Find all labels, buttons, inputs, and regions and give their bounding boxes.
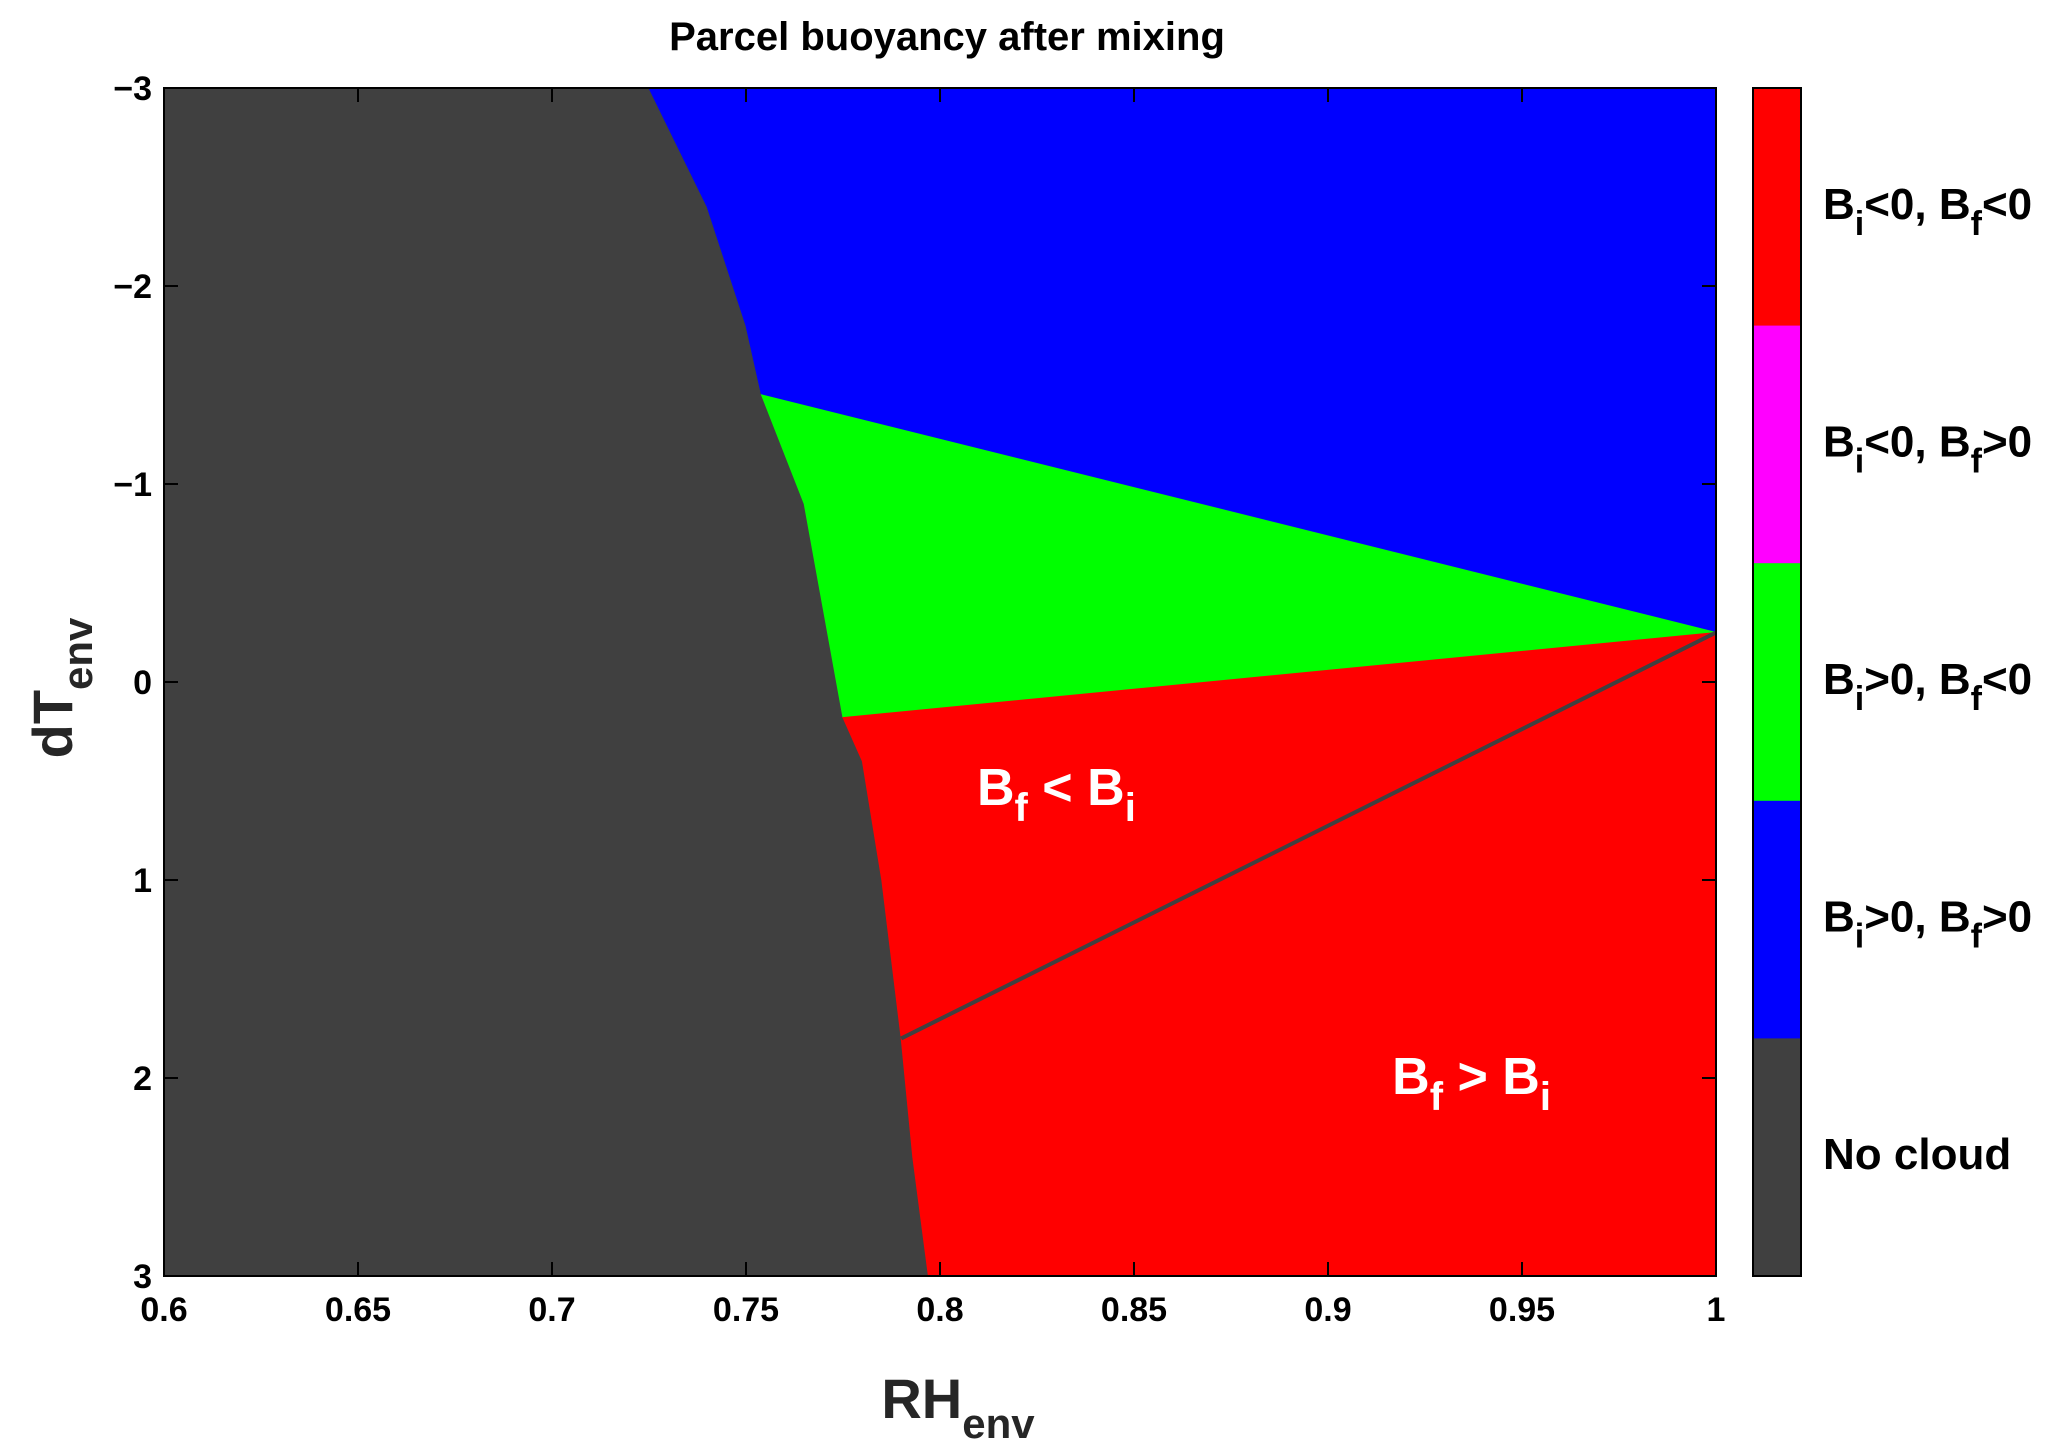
y-axis: −3 −2 −1 0 1 2 3 (113, 70, 1716, 1296)
plot-area (163, 87, 1717, 1277)
region-annotation: Bf > Bi (1392, 1048, 1551, 1119)
y-tick-label: 1 (133, 862, 152, 900)
x-tick-label: 0.95 (1489, 1291, 1555, 1329)
x-tick-label: 1 (1707, 1291, 1726, 1329)
colorbar-frame (1752, 87, 1802, 1277)
divider-line (900, 630, 1717, 1041)
y-tick-label: −1 (113, 466, 152, 504)
region-both-negative (842, 631, 1717, 1277)
x-tick-label: 0.6 (140, 1291, 187, 1329)
x-tick-label: 0.75 (713, 1291, 779, 1329)
x-tick-label: 0.9 (1304, 1291, 1351, 1329)
region-annotation: Bf < Bi (977, 759, 1136, 830)
y-tick-label: −2 (113, 268, 152, 306)
annotations: Bf < Bi Bf > Bi (977, 759, 1551, 1119)
colorbar-swatch (1753, 88, 1801, 327)
colorbar-label: Bi>0, Bf<0 (1823, 655, 2032, 718)
colorbar-swatch (1753, 800, 1801, 1039)
x-tick-label: 0.7 (528, 1291, 575, 1329)
x-axis: 0.6 0.65 0.7 0.75 0.8 0.85 0.9 0.95 1 (140, 88, 1725, 1329)
y-tick-label: 0 (133, 664, 152, 702)
y-tick-label: 3 (133, 1258, 152, 1296)
colorbar-swatch (1753, 1038, 1801, 1277)
x-tick-label: 0.65 (325, 1291, 391, 1329)
colorbar-label: Bi>0, Bf>0 (1823, 893, 2032, 956)
colorbar-swatch (1753, 325, 1801, 564)
y-axis-label: dTenv (21, 617, 101, 758)
chart-title: Parcel buoyancy after mixing (669, 15, 1225, 59)
y-tick-label: 2 (133, 1060, 152, 1098)
x-tick-label: 0.8 (916, 1291, 963, 1329)
colorbar-swatch (1753, 563, 1801, 802)
colorbar-label: No cloud (1823, 1130, 2011, 1179)
y-tick-label: −3 (113, 70, 152, 108)
colorbar: Bi<0, Bf<0 Bi<0, Bf>0 Bi>0, Bf<0 Bi>0, Bf>0… (1752, 87, 2032, 1277)
x-tick-label: 0.85 (1101, 1291, 1167, 1329)
x-axis-label: RHenv (881, 1367, 1035, 1442)
colorbar-label: Bi<0, Bf>0 (1823, 417, 2032, 480)
colorbar-label: Bi<0, Bf<0 (1823, 180, 2032, 243)
